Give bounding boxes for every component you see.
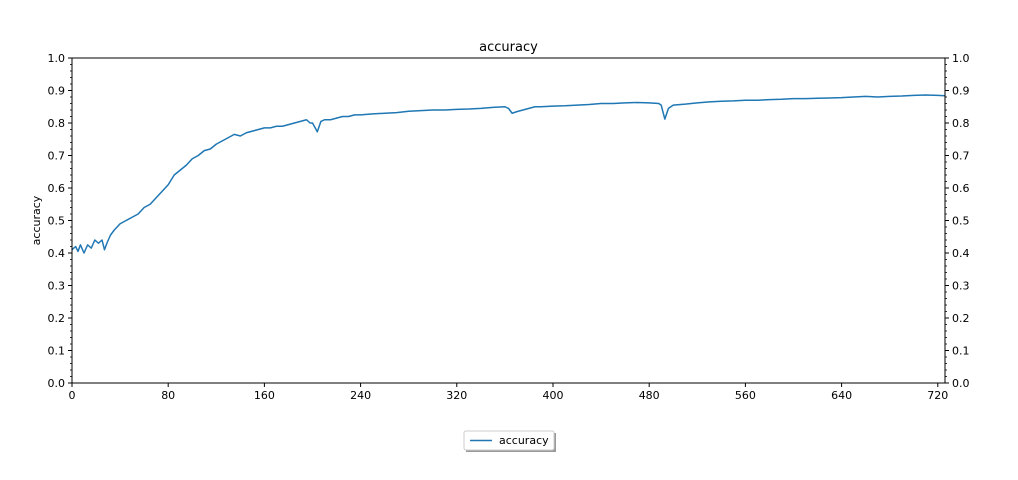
- y-axis-label: accuracy: [30, 195, 43, 245]
- y-tick-label-right: 0.9: [952, 85, 970, 98]
- y-tick-label-right: 0.1: [952, 345, 970, 358]
- legend-box: [463, 430, 555, 451]
- y-tick-label-left: 0.4: [48, 247, 66, 260]
- x-tick-label: 160: [254, 389, 275, 402]
- y-tick-label-right: 0.4: [952, 247, 970, 260]
- y-tick-label-left: 0.3: [48, 280, 66, 293]
- axes-frame: [71, 57, 946, 384]
- x-tick-label: 400: [542, 389, 563, 402]
- y-tick-label-right: 1.0: [952, 52, 970, 65]
- x-tick-label: 720: [927, 389, 948, 402]
- y-tick-label-left: 0.1: [48, 345, 66, 358]
- chart-title: accuracy: [479, 40, 538, 55]
- y-tick-label-right: 0.8: [952, 117, 970, 130]
- x-tick-label: 0: [69, 389, 76, 402]
- x-tick-label: 240: [350, 389, 371, 402]
- y-tick-label-left: 0.7: [48, 150, 66, 163]
- x-tick-label: 320: [446, 389, 467, 402]
- y-tick-label-right: 0.5: [952, 215, 970, 228]
- y-tick-label-right: 0.3: [952, 280, 970, 293]
- legend: accuracy: [463, 430, 556, 452]
- y-tick-label-left: 0.6: [48, 182, 66, 195]
- y-tick-label-left: 0.9: [48, 85, 66, 98]
- y-tick-label-left: 0.5: [48, 215, 66, 228]
- y-tick-label-left: 0.0: [48, 377, 66, 390]
- legend-label-accuracy: accuracy: [499, 434, 549, 447]
- y-tick-label-right: 0.6: [952, 182, 970, 195]
- plot-area: [72, 94, 945, 254]
- x-tick-label: 560: [735, 389, 756, 402]
- y-tick-label-right: 0.0: [952, 377, 970, 390]
- y-tick-label-left: 0.8: [48, 117, 66, 130]
- y-tick-label-right: 0.2: [952, 312, 970, 325]
- series-line-accuracy: [72, 94, 945, 254]
- y-tick-label-left: 0.2: [48, 312, 66, 325]
- x-tick-label: 640: [831, 389, 852, 402]
- axis-ticks: 0.0 0.0 0.1 0.1 0.2 0.2 0.3 0.3 0.4 0.4 0.5 0.5 0.6 0…: [48, 52, 970, 402]
- x-tick-label: 480: [639, 389, 660, 402]
- y-tick-label-left: 1.0: [48, 52, 66, 65]
- x-tick-label: 80: [161, 389, 175, 402]
- y-tick-label-right: 0.7: [952, 150, 970, 163]
